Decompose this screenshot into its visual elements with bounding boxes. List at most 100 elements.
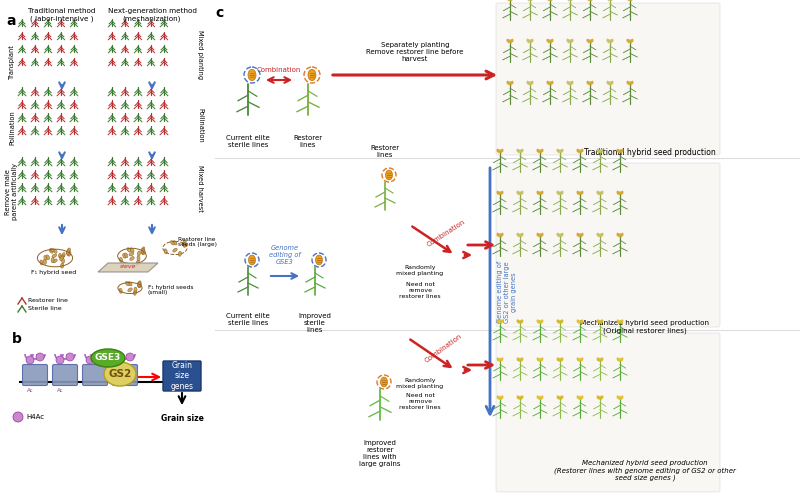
Ellipse shape (497, 149, 498, 152)
Ellipse shape (610, 39, 612, 43)
Ellipse shape (599, 358, 601, 361)
Ellipse shape (539, 397, 541, 399)
Ellipse shape (571, 40, 573, 42)
Text: Restorer line
seeds (large): Restorer line seeds (large) (178, 237, 217, 248)
Ellipse shape (558, 322, 560, 324)
Ellipse shape (619, 192, 621, 195)
Ellipse shape (500, 149, 502, 153)
Ellipse shape (628, 81, 630, 84)
Text: GSE3: GSE3 (95, 353, 121, 362)
Ellipse shape (528, 0, 530, 1)
Ellipse shape (597, 150, 598, 153)
FancyBboxPatch shape (82, 364, 107, 386)
Ellipse shape (608, 0, 610, 1)
Ellipse shape (517, 150, 518, 153)
Text: Mixed planting: Mixed planting (197, 30, 203, 80)
Ellipse shape (537, 319, 538, 323)
Ellipse shape (570, 41, 572, 43)
Ellipse shape (580, 149, 582, 153)
Ellipse shape (528, 39, 530, 43)
Text: Current elite
sterile lines: Current elite sterile lines (226, 313, 270, 326)
Ellipse shape (598, 358, 600, 361)
Ellipse shape (592, 81, 594, 84)
Ellipse shape (569, 0, 571, 1)
Ellipse shape (517, 149, 518, 152)
Ellipse shape (582, 150, 583, 153)
Ellipse shape (571, 82, 573, 84)
Ellipse shape (610, 0, 612, 1)
Ellipse shape (577, 192, 578, 194)
Ellipse shape (579, 150, 581, 153)
Ellipse shape (68, 251, 71, 256)
Text: Combination: Combination (424, 332, 463, 363)
Ellipse shape (559, 396, 561, 400)
Ellipse shape (580, 320, 582, 323)
Ellipse shape (607, 82, 609, 84)
Ellipse shape (500, 322, 502, 324)
Ellipse shape (600, 320, 602, 323)
Ellipse shape (626, 39, 628, 42)
Ellipse shape (542, 358, 543, 361)
Ellipse shape (580, 322, 582, 324)
Ellipse shape (50, 248, 54, 251)
Ellipse shape (518, 233, 520, 237)
Ellipse shape (599, 149, 601, 153)
Ellipse shape (125, 253, 128, 257)
Ellipse shape (540, 193, 542, 195)
Ellipse shape (546, 81, 548, 84)
Ellipse shape (617, 319, 618, 323)
FancyBboxPatch shape (53, 364, 78, 386)
Ellipse shape (622, 321, 623, 323)
Ellipse shape (498, 151, 500, 154)
Ellipse shape (630, 0, 632, 1)
Ellipse shape (548, 0, 550, 1)
Ellipse shape (580, 235, 582, 238)
Ellipse shape (510, 41, 512, 43)
Ellipse shape (66, 249, 70, 254)
Ellipse shape (619, 191, 621, 195)
Ellipse shape (497, 357, 498, 361)
Ellipse shape (619, 397, 621, 399)
Ellipse shape (578, 320, 580, 323)
Ellipse shape (540, 320, 542, 323)
Ellipse shape (609, 0, 611, 1)
Ellipse shape (539, 321, 541, 323)
Ellipse shape (518, 320, 520, 323)
Ellipse shape (579, 396, 581, 400)
Ellipse shape (578, 359, 580, 362)
Ellipse shape (582, 321, 583, 323)
Ellipse shape (540, 398, 542, 400)
Ellipse shape (539, 150, 541, 153)
Ellipse shape (522, 191, 523, 194)
Ellipse shape (142, 250, 146, 254)
Ellipse shape (128, 288, 132, 292)
Ellipse shape (559, 359, 561, 361)
Ellipse shape (580, 396, 582, 399)
Ellipse shape (512, 81, 514, 84)
Ellipse shape (502, 395, 503, 399)
Circle shape (126, 353, 134, 361)
Ellipse shape (578, 235, 580, 238)
Ellipse shape (518, 191, 520, 194)
Ellipse shape (537, 234, 538, 237)
Ellipse shape (518, 358, 520, 361)
Ellipse shape (557, 192, 558, 194)
Ellipse shape (570, 81, 572, 84)
Ellipse shape (508, 81, 510, 84)
Ellipse shape (586, 81, 588, 84)
Ellipse shape (609, 39, 611, 43)
Ellipse shape (537, 149, 538, 152)
Ellipse shape (248, 70, 256, 81)
Ellipse shape (499, 191, 501, 195)
Ellipse shape (578, 396, 580, 399)
Ellipse shape (498, 149, 500, 153)
Circle shape (66, 353, 74, 361)
Ellipse shape (520, 233, 522, 237)
Ellipse shape (542, 397, 543, 399)
FancyBboxPatch shape (163, 361, 201, 391)
Ellipse shape (497, 234, 498, 237)
Ellipse shape (499, 320, 501, 324)
Ellipse shape (510, 83, 512, 85)
Ellipse shape (577, 150, 578, 153)
Text: Ac: Ac (26, 388, 34, 393)
